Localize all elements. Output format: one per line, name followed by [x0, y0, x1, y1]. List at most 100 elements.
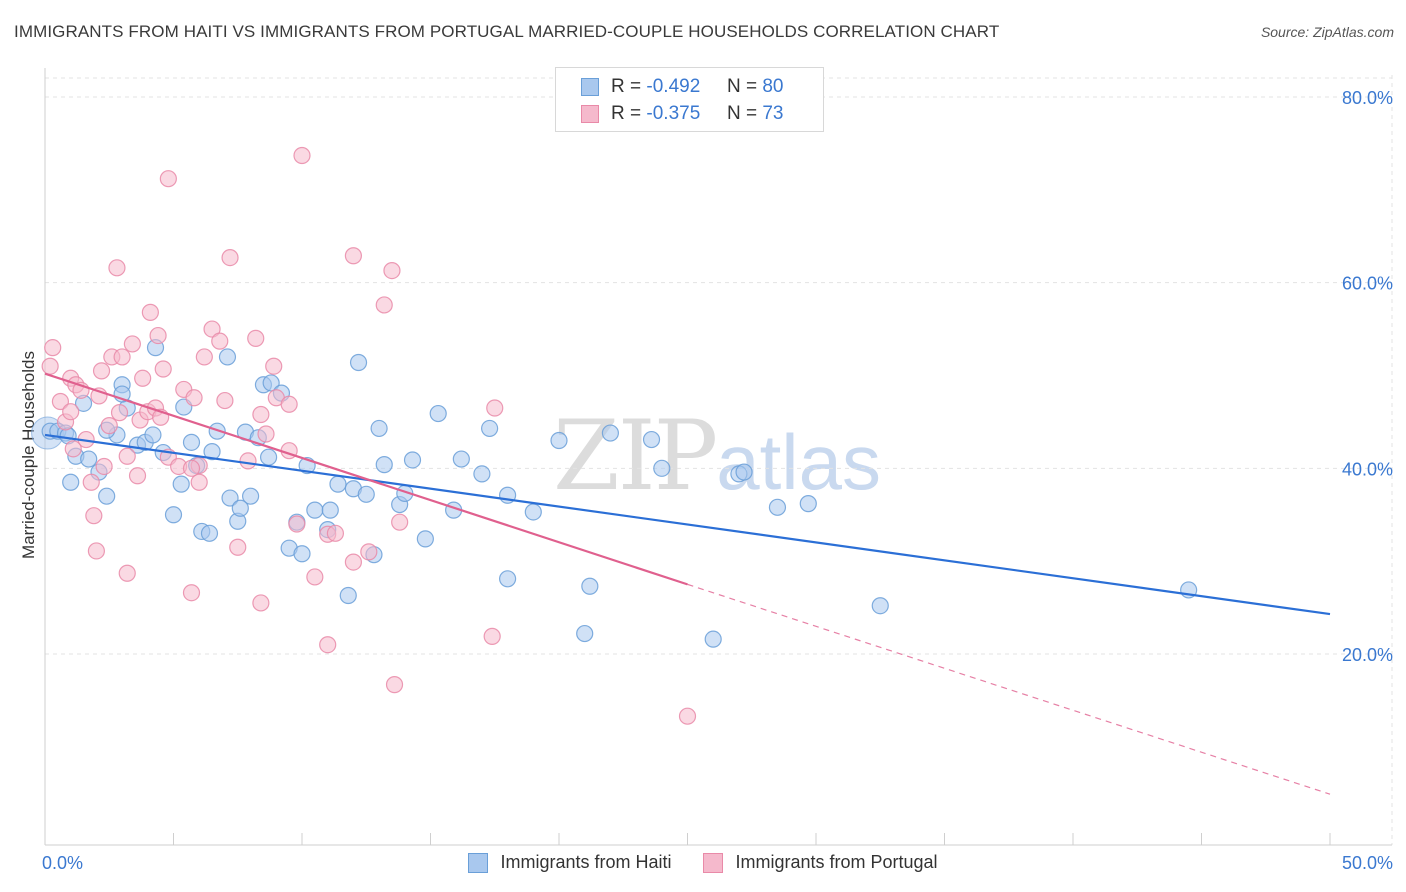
portugal-point — [62, 403, 80, 421]
portugal-point — [51, 392, 70, 411]
portugal-point — [391, 513, 409, 531]
haiti-point — [473, 465, 491, 483]
portugal-point — [128, 467, 147, 485]
portugal-point — [87, 542, 106, 560]
haiti-point — [98, 487, 116, 505]
portugal-n-value: 73 — [762, 103, 784, 124]
legend-portugal-label: Immigrants from Portugal — [735, 852, 938, 872]
portugal-point — [257, 425, 275, 443]
stats-box: R = -0.492 N = 80 R = -0.375 N = 73 — [555, 67, 824, 132]
portugal-point — [159, 170, 177, 188]
portugal-point — [190, 473, 208, 491]
haiti-point — [429, 404, 447, 423]
portugal-point — [383, 261, 401, 280]
portugal-point — [239, 452, 257, 470]
portugal-point — [216, 391, 234, 410]
portugal-point — [483, 627, 501, 645]
portugal-point — [326, 524, 345, 542]
portugal-r-value: -0.375 — [646, 103, 701, 124]
haiti-point — [306, 501, 324, 519]
portugal-point — [134, 369, 152, 387]
haiti-point — [349, 353, 368, 372]
haiti-point — [182, 433, 201, 451]
portugal-point — [118, 447, 136, 465]
haiti-point — [200, 524, 219, 542]
haiti-point — [704, 630, 722, 648]
portugal-swatch — [581, 105, 599, 123]
haiti-point — [576, 624, 594, 643]
portugal-point — [195, 348, 213, 366]
haiti-point — [375, 456, 393, 474]
haiti-point — [653, 459, 671, 477]
haiti-point — [370, 419, 388, 438]
haiti-point — [768, 498, 787, 516]
haiti-point — [172, 475, 190, 493]
legend-item-haiti[interactable]: Immigrants from Haiti — [468, 852, 671, 873]
x-tick-label-min: 0.0% — [42, 853, 83, 873]
portugal-point — [203, 320, 221, 338]
portugal-trend-extension — [687, 583, 1331, 795]
portugal-point — [306, 568, 324, 586]
portugal-point — [486, 399, 504, 417]
y-tick-label: 80.0% — [1342, 88, 1393, 108]
portugal-n-label: N = — [726, 103, 758, 124]
portugal-point — [110, 404, 129, 422]
haiti-point — [221, 489, 239, 507]
trend-layer — [44, 372, 1331, 795]
haiti-point — [259, 448, 278, 466]
portugal-point — [221, 249, 239, 267]
source-label: Source: ZipAtlas.com — [1260, 24, 1394, 40]
legend-item-portugal[interactable]: Immigrants from Portugal — [703, 852, 938, 873]
chart-title: IMMIGRANTS FROM HAITI VS IMMIGRANTS FROM… — [14, 22, 1000, 41]
portugal-point — [344, 553, 362, 571]
haiti-point — [231, 499, 249, 517]
chart-legend: Immigrants from Haiti Immigrants from Po… — [0, 852, 1406, 873]
haiti-point — [62, 473, 80, 491]
haiti-point — [218, 348, 237, 366]
portugal-point — [288, 515, 306, 533]
tick-label-layer: 20.0% 40.0% 60.0% 80.0% 0.0% 50.0% — [42, 88, 1393, 873]
haiti-point — [499, 570, 517, 588]
portugal-point — [229, 538, 247, 556]
haiti-point — [799, 495, 817, 513]
portugal-point — [108, 259, 126, 277]
portugal-point — [85, 507, 103, 525]
haiti-point — [293, 545, 311, 563]
portugal-point — [44, 339, 62, 357]
y-tick-label: 40.0% — [1342, 459, 1393, 479]
haiti-point — [329, 475, 347, 493]
portugal-point — [64, 440, 82, 458]
portugal-point — [344, 247, 362, 265]
portugal-point — [252, 405, 270, 424]
portugal-point — [375, 296, 393, 314]
portugal-point — [360, 543, 378, 561]
watermark-atlas: atlas — [716, 418, 881, 506]
portugal-point — [280, 395, 298, 413]
portugal-point — [265, 357, 283, 375]
haiti-point — [452, 450, 470, 468]
portugal-trend-line — [44, 372, 688, 586]
stats-row-portugal: R = -0.375 N = 73 — [581, 101, 783, 127]
haiti-point — [581, 577, 599, 595]
y-tick-label: 60.0% — [1342, 274, 1393, 294]
portugal-point — [247, 329, 265, 347]
haiti-point — [164, 506, 183, 524]
portugal-point — [678, 707, 697, 725]
portugal-point — [118, 564, 136, 582]
haiti-point — [481, 419, 499, 438]
portugal-point — [154, 360, 172, 378]
portugal-point — [149, 326, 167, 345]
haiti-point — [871, 597, 889, 615]
haiti-point — [357, 485, 375, 503]
haiti-point — [339, 586, 357, 605]
portugal-point — [100, 417, 118, 435]
portugal-point — [319, 636, 337, 654]
portugal-point — [211, 332, 229, 350]
haiti-point — [203, 443, 221, 461]
portugal-point — [123, 335, 141, 353]
haiti-point — [80, 450, 98, 468]
portugal-point — [95, 457, 113, 476]
axis-layer — [44, 68, 1392, 846]
haiti-point — [321, 501, 339, 519]
haiti-point — [403, 451, 422, 469]
